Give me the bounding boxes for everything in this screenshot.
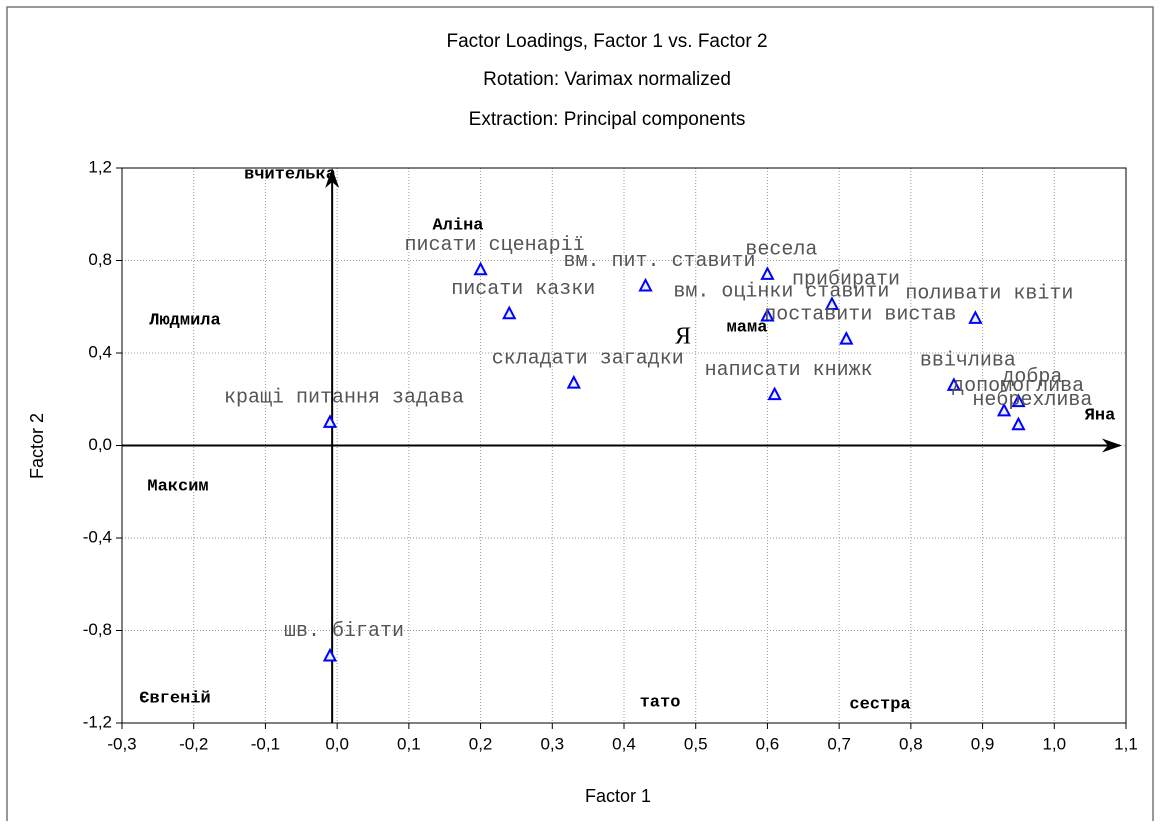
point — [1011, 393, 1026, 408]
point — [502, 305, 517, 320]
point — [760, 266, 775, 280]
x-tick-label: 0,7 — [827, 734, 851, 753]
point-label: допомоглива — [952, 375, 1084, 398]
point-label: кращі питання задава — [224, 387, 464, 410]
x-tick-label: -0,1 — [251, 734, 280, 753]
point-label: вм. пит. ставити — [563, 250, 755, 273]
point — [760, 307, 775, 322]
point — [473, 261, 488, 276]
point-label: ввічлива — [920, 350, 1016, 373]
point-label: весела — [745, 239, 817, 262]
x-tick-label: 0,2 — [469, 734, 493, 753]
x-tick-label: 0,5 — [684, 734, 708, 753]
point-label: складати загадки — [492, 347, 684, 370]
annotation: сестра — [849, 695, 910, 714]
point — [968, 310, 983, 324]
y-tick-label: 1,2 — [88, 157, 112, 176]
y-tick-label: -0,8 — [83, 620, 112, 639]
point-label: вм. оцінки ставити — [673, 280, 889, 303]
chart-subtitle: Rotation: Varimax normalized — [483, 69, 731, 90]
point — [839, 330, 854, 345]
y-tick-label: 0,8 — [88, 250, 112, 269]
annotation: мама — [727, 318, 768, 337]
x-tick-label: 0,3 — [540, 734, 564, 753]
x-tick-label: 1,0 — [1042, 734, 1066, 753]
y-tick-label: -0,4 — [83, 527, 112, 546]
point-label: поливати квіти — [905, 283, 1073, 306]
point — [996, 402, 1012, 417]
x-axis-label: Factor 1 — [585, 786, 651, 806]
annotation: Аліна — [432, 216, 483, 235]
point — [946, 377, 962, 391]
annotation: Я — [675, 324, 691, 350]
annotation: Яна — [1085, 406, 1116, 425]
y-tick-label: -1,2 — [83, 712, 112, 731]
point — [638, 277, 653, 292]
point-label: писати сценарії — [405, 234, 585, 257]
frame — [6, 6, 1154, 826]
point — [322, 414, 338, 428]
x-tick-label: 0,9 — [971, 734, 995, 753]
point-label: прибирати — [792, 269, 900, 292]
point-label: небрехлива — [972, 389, 1092, 412]
point-label: добра — [1002, 366, 1062, 389]
point — [767, 386, 782, 401]
point — [566, 374, 581, 389]
x-tick-label: 0,1 — [397, 734, 421, 753]
annotation: Людмила — [149, 311, 220, 330]
annotation: Максим — [147, 477, 208, 496]
chart-title: Factor Loadings, Factor 1 vs. Factor 2 — [446, 31, 767, 52]
x-tick-label: 0,0 — [325, 734, 349, 753]
point-label: шв. бігати — [284, 620, 404, 643]
y-axis-label: Factor 2 — [27, 413, 47, 479]
point-label: написати книжк — [705, 359, 873, 382]
point — [824, 296, 840, 310]
point-label: поставити вистав — [764, 303, 956, 326]
y-tick-label: 0,4 — [88, 342, 112, 361]
x-tick-label: 0,6 — [756, 734, 780, 753]
x-tick-label: -0,2 — [179, 734, 208, 753]
annotation: вчителька — [244, 165, 336, 184]
y-tick-label: 0,0 — [88, 435, 112, 454]
chart-subtitle: Extraction: Principal components — [469, 109, 746, 130]
x-tick-label: -0,3 — [107, 734, 136, 753]
point — [322, 647, 338, 662]
x-tick-label: 0,8 — [899, 734, 923, 753]
point-label: писати казки — [451, 278, 595, 301]
point — [1011, 416, 1026, 431]
x-tick-label: 1,1 — [1114, 734, 1138, 753]
annotation: Євгеній — [139, 689, 210, 708]
x-tick-label: 0,4 — [612, 734, 636, 753]
annotation: тато — [640, 693, 681, 712]
